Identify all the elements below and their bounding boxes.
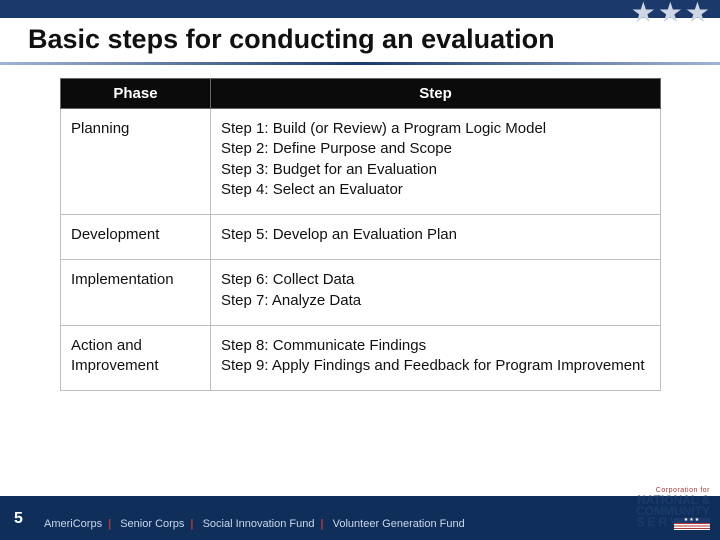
table-row: Planning Step 1: Build (or Review) a Prog…: [61, 109, 661, 215]
step-line: Step 4: Select an Evaluator: [221, 180, 650, 200]
program-item: Volunteer Generation Fund: [333, 518, 465, 530]
table-row: ImplementationStep 6: Collect DataStep 7…: [61, 260, 661, 326]
table-header-row: Phase Step: [61, 79, 661, 109]
separator-icon: |: [102, 518, 117, 530]
step-line: Step 2: Define Purpose and Scope: [221, 139, 650, 159]
footer-programs: AmeriCorps| Senior Corps| Social Innovat…: [44, 518, 465, 530]
phase-cell: Development: [61, 215, 211, 260]
flag-icon: ★★★: [674, 518, 710, 530]
header-stars-icon: ★★★: [631, 0, 712, 29]
step-line: Step 6: Collect Data: [221, 270, 650, 290]
separator-icon: |: [314, 518, 329, 530]
col-phase: Phase: [61, 79, 211, 109]
phase-cell: Action and Improvement: [61, 325, 211, 391]
step-line: Step 3: Budget for an Evaluation: [221, 160, 650, 180]
steps-cell: Step 6: Collect DataStep 7: Analyze Data: [211, 260, 661, 326]
steps-cell: Step 8: Communicate FindingsStep 9: Appl…: [211, 325, 661, 391]
slide-title: Basic steps for conducting an evaluation: [28, 24, 555, 55]
header-band: [0, 0, 720, 18]
footer-bar: 5 AmeriCorps| Senior Corps| Social Innov…: [0, 496, 720, 540]
phase-cell: Planning: [61, 109, 211, 215]
cncs-logo: Corporation for NATIONAL & COMMUNITY SER…: [590, 486, 710, 536]
program-item: Social Innovation Fund: [203, 518, 315, 530]
step-line: Step 8: Communicate Findings: [221, 336, 650, 356]
steps-cell: Step 1: Build (or Review) a Program Logi…: [211, 109, 661, 215]
table-row: Action and ImprovementStep 8: Communicat…: [61, 325, 661, 391]
table-row: Development Step 5: Develop an Evaluation…: [61, 215, 661, 260]
steps-table: Phase Step Planning Step 1: Build (or Rev…: [60, 78, 660, 391]
phase-cell: Implementation: [61, 260, 211, 326]
step-line: Step 7: Analyze Data: [221, 291, 650, 311]
steps-cell: Step 5: Develop an Evaluation Plan: [211, 215, 661, 260]
step-line: Step 9: Apply Findings and Feedback for …: [221, 356, 650, 376]
col-step: Step: [211, 79, 661, 109]
step-line: Step 1: Build (or Review) a Program Logi…: [221, 119, 650, 139]
step-line: Step 5: Develop an Evaluation Plan: [221, 225, 650, 245]
program-item: Senior Corps: [120, 518, 184, 530]
program-item: AmeriCorps: [44, 518, 102, 530]
title-underline: [0, 62, 720, 65]
separator-icon: |: [184, 518, 199, 530]
page-number: 5: [14, 510, 23, 528]
